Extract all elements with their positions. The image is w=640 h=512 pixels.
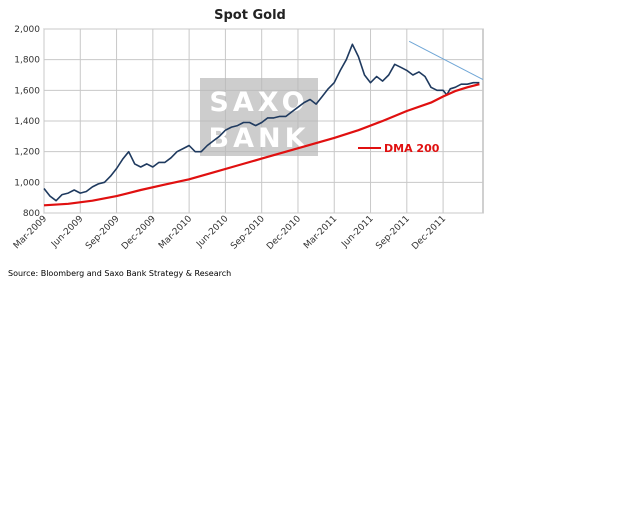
chart-title: Spot Gold: [214, 8, 286, 23]
x-tick-label: Dec-2009: [120, 214, 158, 252]
x-tick-label: Jun-2010: [194, 214, 230, 250]
x-tick-label: Jun-2009: [49, 214, 85, 250]
x-tick-label: Sep-2009: [84, 214, 122, 252]
x-tick-label: Mar-2011: [302, 214, 339, 251]
watermark-saxo: SAXO: [209, 87, 308, 118]
watermark: SAXO BANK: [200, 78, 318, 156]
y-tick-label: 2,000: [14, 25, 40, 35]
legend-label-dma200: DMA 200: [384, 142, 440, 155]
y-tick-label: 1,400: [14, 117, 40, 127]
series-line-dma200: [43, 83, 480, 207]
x-tick-label: Dec-2011: [410, 214, 448, 252]
watermark-box: [200, 78, 318, 156]
chart-svg: SAXO BANK 800 1,000 1,200 1,400 1,600 1,800 2,…: [12, 25, 484, 252]
series-layer: [43, 40, 484, 207]
x-tick-label: Mar-2010: [157, 214, 194, 251]
trend-line: [408, 40, 484, 81]
legend: DMA 200: [358, 142, 440, 155]
x-tick-label: Dec-2010: [265, 214, 303, 252]
y-tick-label: 1,000: [14, 178, 40, 188]
x-tick-label: Sep-2011: [374, 214, 412, 252]
y-tick-label: 1,800: [14, 56, 40, 66]
watermark-bank: BANK: [209, 123, 310, 154]
source-note: Source: Bloomberg and Saxo Bank Strategy…: [8, 269, 232, 278]
x-tick-label: Sep-2010: [229, 214, 267, 252]
y-tick-label: 800: [23, 209, 40, 219]
x-tick-label: Jun-2011: [339, 214, 375, 250]
y-tick-label: 1,600: [14, 86, 40, 96]
y-tick-label: 1,200: [14, 148, 40, 158]
x-tick-label: Mar-2009: [12, 214, 49, 251]
series-line-spot-gold: [43, 43, 480, 202]
